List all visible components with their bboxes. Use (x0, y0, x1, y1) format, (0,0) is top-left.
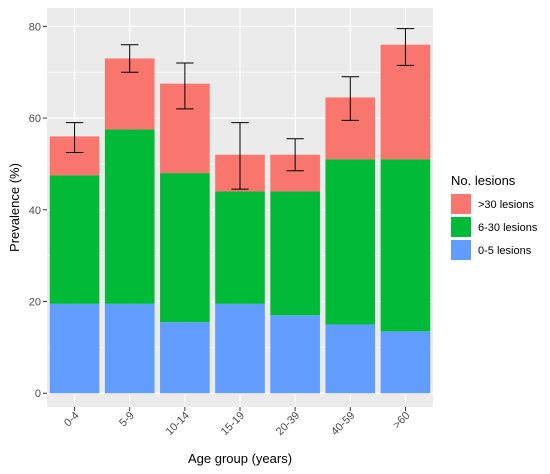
x-tick-label: 40-59 (329, 410, 357, 438)
legend-title: No. lesions (451, 173, 516, 188)
bar-0-5-lesions (325, 324, 376, 394)
x-tick-label: 10-14 (164, 410, 192, 438)
bar-6-30-lesions (380, 159, 431, 332)
error-bar (231, 122, 249, 190)
error-bar (341, 76, 359, 121)
legend-key-6-30-lesions (451, 217, 471, 237)
error-bar (65, 122, 84, 153)
x-axis-ticks: 0-4 5-9 10-14 15-19 20-39 40-59 >60 (62, 407, 413, 438)
bar-6-30-lesions (160, 173, 210, 323)
legend-label: >30 lesions (478, 199, 534, 211)
error-bar (121, 44, 139, 73)
error-bar (396, 28, 415, 66)
y-tick-label: 20 (29, 297, 41, 309)
bar-6-30-lesions (325, 159, 376, 325)
legend-key-30-lesions (451, 194, 471, 214)
error-bar (286, 138, 304, 172)
legend-label: 6-30 lesions (478, 222, 538, 234)
x-tick-label: >60 (391, 410, 413, 432)
bar-0-5-lesions (380, 331, 431, 394)
bar-0-5-lesions (270, 315, 320, 394)
bar-6-30-lesions (104, 129, 155, 304)
bar-6-30-lesions (270, 191, 320, 316)
bar-0-5-lesions (104, 303, 155, 394)
bar-0-5-lesions (215, 303, 265, 394)
x-tick-label: 5-9 (117, 410, 137, 430)
legend-label: 0-5 lesions (478, 245, 532, 257)
x-axis-title: Age group (years) (188, 451, 292, 466)
y-tick-label: 40 (29, 205, 41, 217)
y-axis-title: Prevalence (%) (7, 163, 22, 252)
y-tick-label: 0 (35, 388, 41, 400)
y-axis-ticks: 0 20 40 60 80 (29, 21, 47, 400)
bars (49, 44, 431, 394)
y-tick-label: 80 (29, 21, 41, 33)
legend: No. lesions >30 lesions 6-30 lesions 0-5 l… (451, 173, 538, 260)
x-tick-label: 15-19 (219, 410, 247, 438)
bar-6-30-lesions (215, 191, 265, 304)
y-tick-label: 60 (29, 113, 41, 125)
x-tick-label: 0-4 (62, 410, 82, 430)
error-bar (176, 62, 194, 110)
error-bars (65, 28, 415, 190)
legend-key-0-5-lesions (451, 240, 471, 260)
bar-0-5-lesions (49, 303, 100, 394)
bar-0-5-lesions (160, 322, 210, 394)
bar-6-30-lesions (49, 175, 100, 304)
x-tick-label: 20-39 (274, 410, 302, 438)
